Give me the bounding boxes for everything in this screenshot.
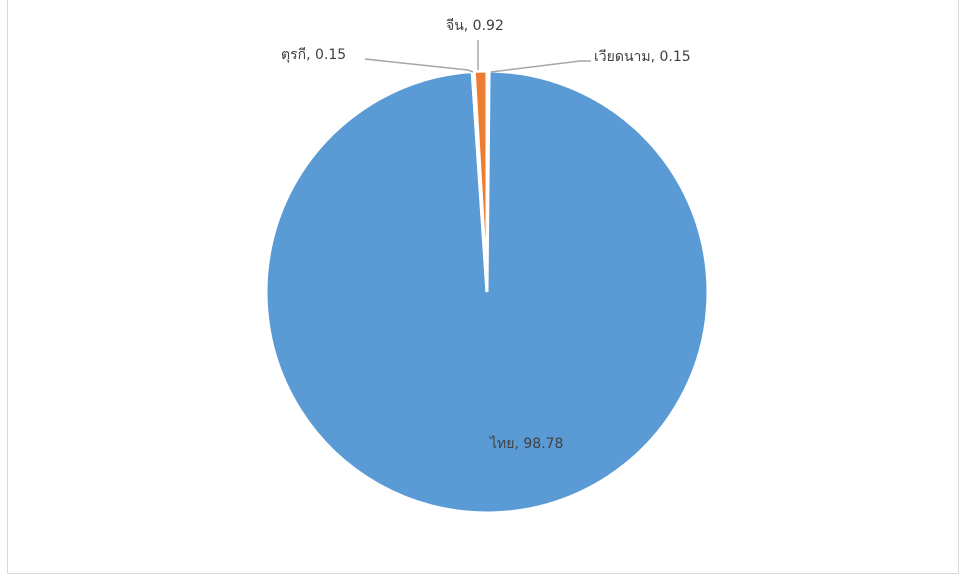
data-label-thai: ไทย, 98.78 xyxy=(489,435,563,452)
leader-lines xyxy=(364,40,591,73)
data-labels: ไทย, 98.78 ตุรกี, 0.15 จีน, 0.92 เวียดนา… xyxy=(281,18,691,452)
pie-slices xyxy=(264,69,710,515)
pie-slice-china xyxy=(472,69,489,293)
data-label-china: จีน, 0.92 xyxy=(446,18,504,34)
leader-line-vietnam xyxy=(490,60,591,73)
data-label-turkey: ตุรกี, 0.15 xyxy=(281,47,346,63)
chart-frame xyxy=(7,0,959,574)
data-label-vietnam: เวียดนาม, 0.15 xyxy=(594,49,691,65)
leader-line-turkey xyxy=(364,58,474,73)
